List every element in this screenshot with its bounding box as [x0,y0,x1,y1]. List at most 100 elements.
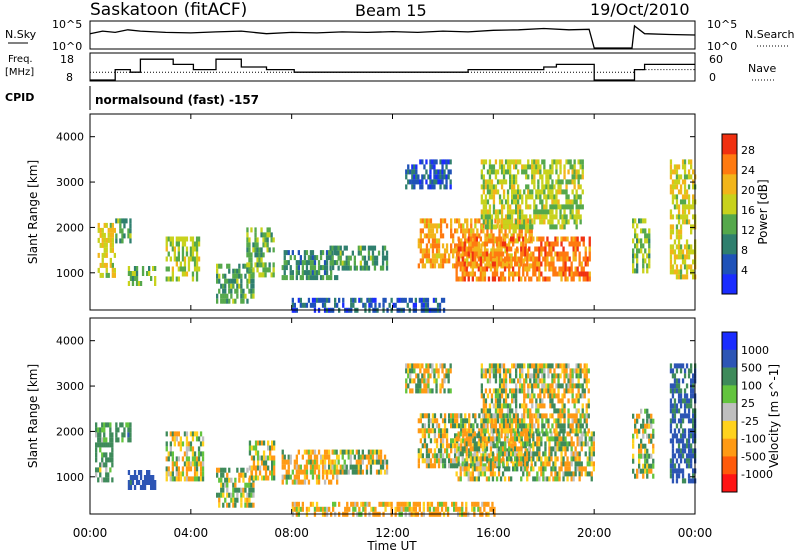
heatmap-cell [683,393,687,399]
heatmap-cell [228,298,231,304]
heatmap-cell [669,363,673,369]
heatmap-cell [456,418,459,424]
heatmap-cell [549,403,552,409]
heatmap-cell [681,159,685,165]
heatmap-cell [563,209,566,215]
heatmap-cell [690,433,693,439]
heatmap-cell [539,393,542,399]
heatmap-cell [479,256,482,262]
heatmap-cell [520,451,523,457]
heatmap-cell [692,259,695,265]
heatmap-cell [406,501,409,507]
heatmap-cell [500,223,503,229]
heatmap-cell [454,458,457,464]
heatmap-cell [201,476,205,482]
heatmap-cell [636,223,639,229]
heatmap-cell [461,276,464,282]
heatmap-cell [165,241,168,247]
heatmap-cell [435,423,439,429]
heatmap-cell [579,428,582,434]
heatmap-cell [547,219,550,225]
heatmap-cell [548,456,551,462]
heatmap-cell [543,169,546,175]
heatmap-cell [570,441,573,447]
heatmap-cell [260,247,263,253]
heatmap-cell [521,418,524,424]
heatmap-cell [669,398,673,404]
heatmap-cell [518,218,521,224]
heatmap-cell [557,189,560,195]
heatmap-cell [590,441,593,447]
heatmap-cell [533,423,536,429]
heatmap-cell [532,441,535,447]
heatmap-cell [494,169,498,175]
heatmap-cell [311,265,315,271]
heatmap-cell [570,471,573,477]
heatmap-cell [103,432,106,438]
heatmap-cell [293,501,296,507]
heatmap-cell [561,368,564,374]
heatmap-cell [514,248,517,254]
heatmap-cell [523,383,526,389]
heatmap-cell [490,428,494,434]
heatmap-cell [533,179,536,185]
heatmap-cell [516,271,519,277]
heatmap-cell [189,236,193,242]
heatmap-cell [443,174,446,180]
noise-left-tick-low: 10^0 [52,40,82,53]
heatmap-cell [332,501,335,507]
heatmap-cell [427,258,431,264]
heatmap-cell [490,418,494,424]
heatmap-cell [443,169,446,175]
heatmap-cell [554,466,557,472]
heatmap-cell [448,443,451,449]
heatmap-cell [463,431,466,437]
heatmap-cell [111,232,114,238]
heatmap-cell [690,363,693,369]
heatmap-cell [571,428,574,434]
heatmap-cell [236,497,239,503]
heatmap-cell [469,246,472,252]
heatmap-cell [571,169,574,175]
heatmap-cell [522,236,525,242]
heatmap-cell [332,469,335,475]
heatmap-cell [520,256,523,262]
heatmap-cell [232,273,235,279]
heatmap-cell [502,398,506,404]
heatmap-cell [293,255,296,261]
heatmap-cell [445,438,449,444]
heatmap-cell [357,449,360,455]
heatmap-cell [455,471,458,477]
heatmap-cell [252,293,255,299]
heatmap-cell [437,223,441,229]
heatmap-cell [526,266,529,272]
heatmap-cell [377,459,381,465]
heatmap-cell [531,224,534,230]
heatmap-cell [456,423,459,429]
heatmap-cell [429,243,433,249]
heatmap-cell [468,228,471,234]
heatmap-cell [482,174,485,180]
heatmap-cell [530,443,533,449]
heatmap-cell [373,245,377,251]
heatmap-cell [95,457,98,463]
heatmap-cell [518,431,521,437]
heatmap-cell [448,418,451,424]
heatmap-cell [333,449,336,455]
heatmap-cell [187,461,191,467]
heatmap-cell [137,480,141,485]
heatmap-cell [267,475,270,481]
heatmap-cell [189,461,193,467]
heatmap-cell [287,469,290,475]
heatmap-cell [567,388,570,394]
heatmap-cell [679,388,683,394]
heatmap-cell [569,199,572,205]
heatmap-cell [246,252,249,258]
heatmap-cell [117,427,120,433]
heatmap-cell [551,194,554,200]
heatmap-cell [551,214,554,220]
heatmap-cell [421,433,424,439]
heatmap-cell [690,368,693,374]
heatmap-cell [335,449,338,455]
heatmap-cell [669,368,673,374]
